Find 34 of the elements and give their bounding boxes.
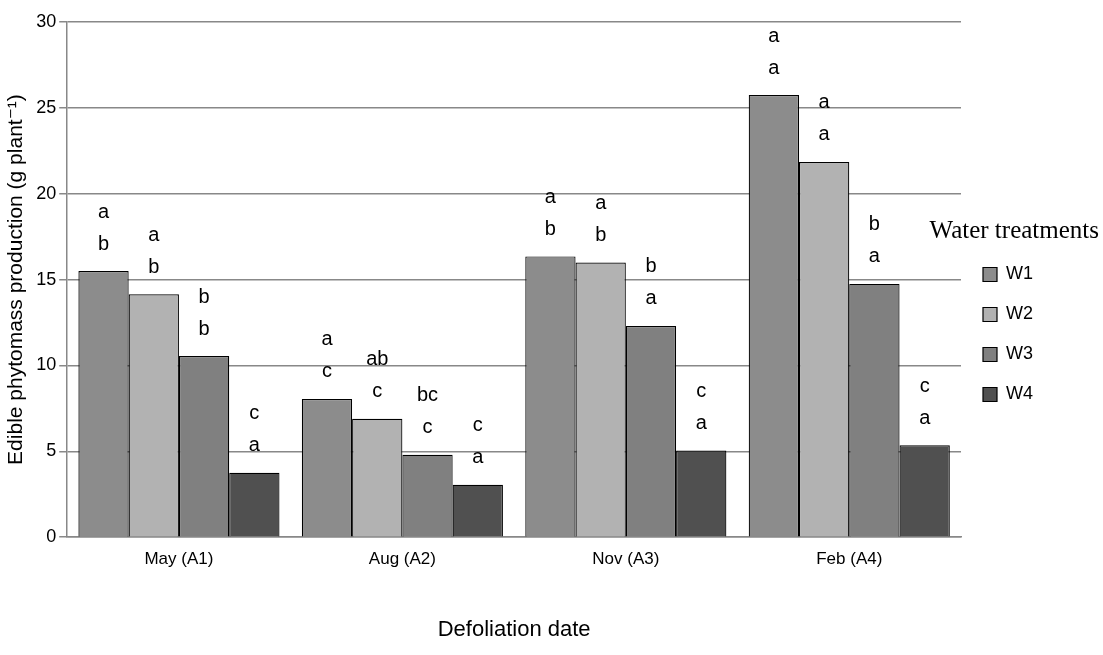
data-label: a b <box>544 184 557 239</box>
y-tick-label: 20 <box>36 182 57 203</box>
data-label: c a <box>695 378 708 433</box>
legend-label: W3 <box>1006 343 1033 364</box>
legend-label: W4 <box>1006 383 1033 404</box>
x-tick-label: Feb (A4) <box>816 549 883 569</box>
data-label: a b <box>97 199 110 254</box>
data-label: a b <box>595 190 608 245</box>
legend-title: Water treatments <box>929 215 1099 243</box>
data-label: c a <box>472 413 485 468</box>
data-label: a a <box>818 90 831 145</box>
y-tick-label: 25 <box>36 96 57 117</box>
y-tick-label: 0 <box>46 526 57 547</box>
legend-label: W1 <box>1006 263 1033 284</box>
y-axis-title: Edible phytomass production (g plant⁻¹) <box>3 94 27 465</box>
data-label: bc c <box>416 383 439 438</box>
data-label: a c <box>321 327 334 382</box>
data-label: b b <box>198 284 210 339</box>
x-tick-label: Nov (A3) <box>592 549 660 569</box>
y-tick-label: 15 <box>36 268 57 289</box>
y-tick-label: 10 <box>36 354 57 375</box>
legend-label: W2 <box>1006 303 1033 324</box>
data-label: a a <box>768 23 781 78</box>
x-tick-label: May (A1) <box>144 549 214 569</box>
data-label: b a <box>645 254 658 309</box>
x-axis-title: Defoliation date <box>437 615 591 641</box>
data-label: c a <box>919 373 932 428</box>
y-tick-label: 30 <box>36 10 57 31</box>
data-label: ab c <box>366 347 389 402</box>
y-tick-label: 5 <box>46 440 57 461</box>
x-tick-label: Aug (A2) <box>368 549 436 569</box>
data-label: a b <box>148 222 161 277</box>
data-label: c a <box>248 401 261 456</box>
data-label: b a <box>868 212 881 267</box>
